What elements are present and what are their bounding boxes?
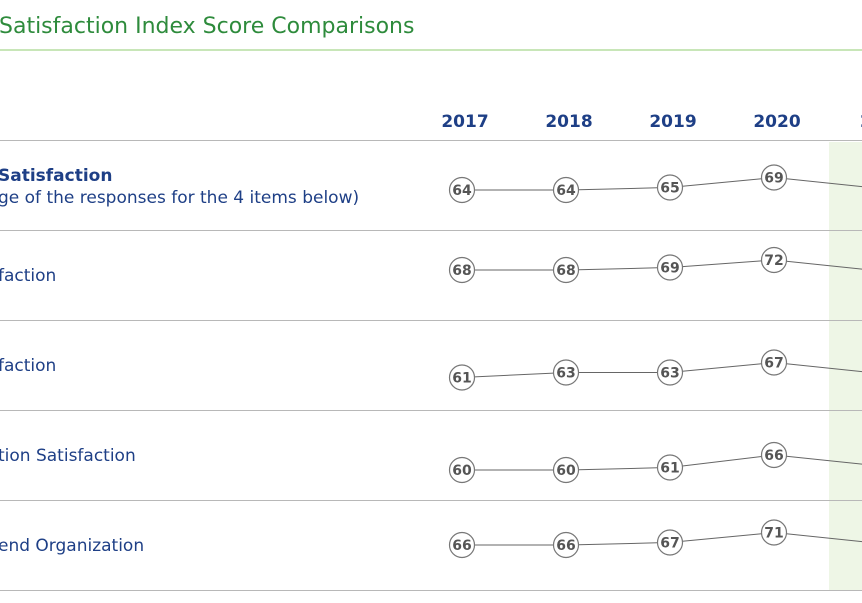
series-line-segment	[578, 267, 658, 271]
row-label-3: faction	[0, 356, 57, 376]
data-label: 61	[660, 461, 679, 477]
data-label: 63	[660, 366, 679, 382]
year-header-2020: 2020	[753, 112, 801, 132]
series-line-segment	[474, 372, 554, 378]
data-point: 64	[448, 176, 476, 204]
series-line-segment	[682, 260, 762, 268]
data-label: 64	[556, 183, 576, 199]
data-point-circle	[552, 531, 580, 559]
year-header-2018: 2018	[545, 112, 593, 132]
data-point-circle	[552, 456, 580, 484]
data-label: 60	[556, 463, 576, 479]
data-label: 61	[452, 371, 471, 387]
data-label: 67	[660, 536, 679, 552]
data-label: 67	[764, 356, 783, 372]
data-point-circle	[760, 441, 788, 469]
data-point: 60	[552, 456, 580, 484]
row-divider	[0, 230, 862, 231]
data-point-circle	[760, 349, 788, 376]
data-point-circle	[448, 256, 476, 284]
data-label: 64	[452, 183, 472, 199]
series-line-segment	[682, 363, 762, 372]
data-point: 67	[656, 529, 684, 556]
series-line-segment	[682, 455, 762, 467]
data-point: 69	[656, 254, 684, 281]
series-line-continuation	[786, 455, 862, 465]
data-point: 65	[656, 174, 684, 201]
series-line-continuation	[786, 178, 862, 188]
data-label: 60	[452, 463, 472, 479]
data-point-circle	[448, 364, 476, 391]
data-point-circle	[760, 519, 788, 546]
data-point: 60	[448, 456, 476, 484]
data-point: 66	[760, 441, 788, 469]
data-point-circle	[656, 359, 684, 386]
data-point-circle	[656, 454, 684, 481]
data-label: 69	[764, 171, 783, 187]
data-label: 63	[556, 366, 575, 382]
row-divider	[0, 140, 862, 141]
data-point: 63	[552, 359, 580, 386]
row-label-2: faction	[0, 266, 57, 286]
data-point: 71	[760, 519, 788, 546]
row-label-overall-subtitle: ge of the responses for the 4 items belo…	[0, 188, 360, 208]
row-label-4: tion Satisfaction	[0, 446, 136, 466]
data-point-circle	[448, 176, 476, 204]
data-point-circle	[656, 529, 684, 556]
data-label: 68	[556, 263, 575, 279]
data-label: 72	[764, 253, 783, 269]
data-point-circle	[760, 246, 788, 274]
series-line-continuation	[786, 260, 862, 270]
data-label: 68	[452, 263, 471, 279]
data-point-circle	[760, 164, 788, 191]
row-label-5: end Organization	[0, 536, 145, 556]
data-point-circle	[552, 256, 580, 284]
title-rule	[0, 49, 862, 51]
data-point-circle	[448, 531, 476, 559]
row-label-overall-title: Satisfaction	[0, 166, 113, 186]
data-label: 71	[764, 526, 783, 542]
data-point: 61	[448, 364, 476, 391]
series-line-continuation	[786, 363, 862, 373]
data-point: 69	[760, 164, 788, 191]
data-point-circle	[448, 456, 476, 484]
data-point-circle	[656, 254, 684, 281]
row-divider	[0, 320, 862, 321]
row-divider	[0, 410, 862, 411]
data-point-circle	[552, 359, 580, 386]
series-line-segment	[578, 187, 658, 191]
data-label: 66	[556, 538, 575, 554]
series-line-segment	[578, 467, 658, 471]
series-line-segment	[682, 533, 762, 542]
data-point: 67	[760, 349, 788, 376]
data-point: 72	[760, 246, 788, 274]
year-header-2019: 2019	[649, 112, 697, 132]
data-point-circle	[656, 174, 684, 201]
row-divider	[0, 590, 862, 591]
data-point: 66	[552, 531, 580, 559]
data-point: 68	[448, 256, 476, 284]
data-label: 65	[660, 181, 679, 197]
data-point: 66	[448, 531, 476, 559]
data-point: 68	[552, 256, 580, 284]
row-label-overall: Satisfaction ge of the responses for the…	[0, 166, 359, 208]
data-point-circle	[552, 176, 580, 204]
series-line-continuation	[786, 533, 862, 543]
next-year-highlight-column	[829, 142, 862, 590]
year-header-row: 2017 2018 2019 2020 2	[0, 100, 862, 140]
chart-title: Satisfaction Index Score Comparisons	[0, 14, 415, 39]
year-header-next: 2	[860, 112, 862, 132]
data-point: 61	[656, 454, 684, 481]
year-header-2017: 2017	[441, 112, 489, 132]
series-line-segment	[578, 542, 658, 546]
data-label: 69	[660, 261, 679, 277]
data-point: 63	[656, 359, 684, 386]
series-line-segment	[682, 178, 762, 187]
data-label: 66	[764, 448, 783, 464]
data-label: 66	[452, 538, 471, 554]
data-point: 64	[552, 176, 580, 204]
row-divider	[0, 500, 862, 501]
